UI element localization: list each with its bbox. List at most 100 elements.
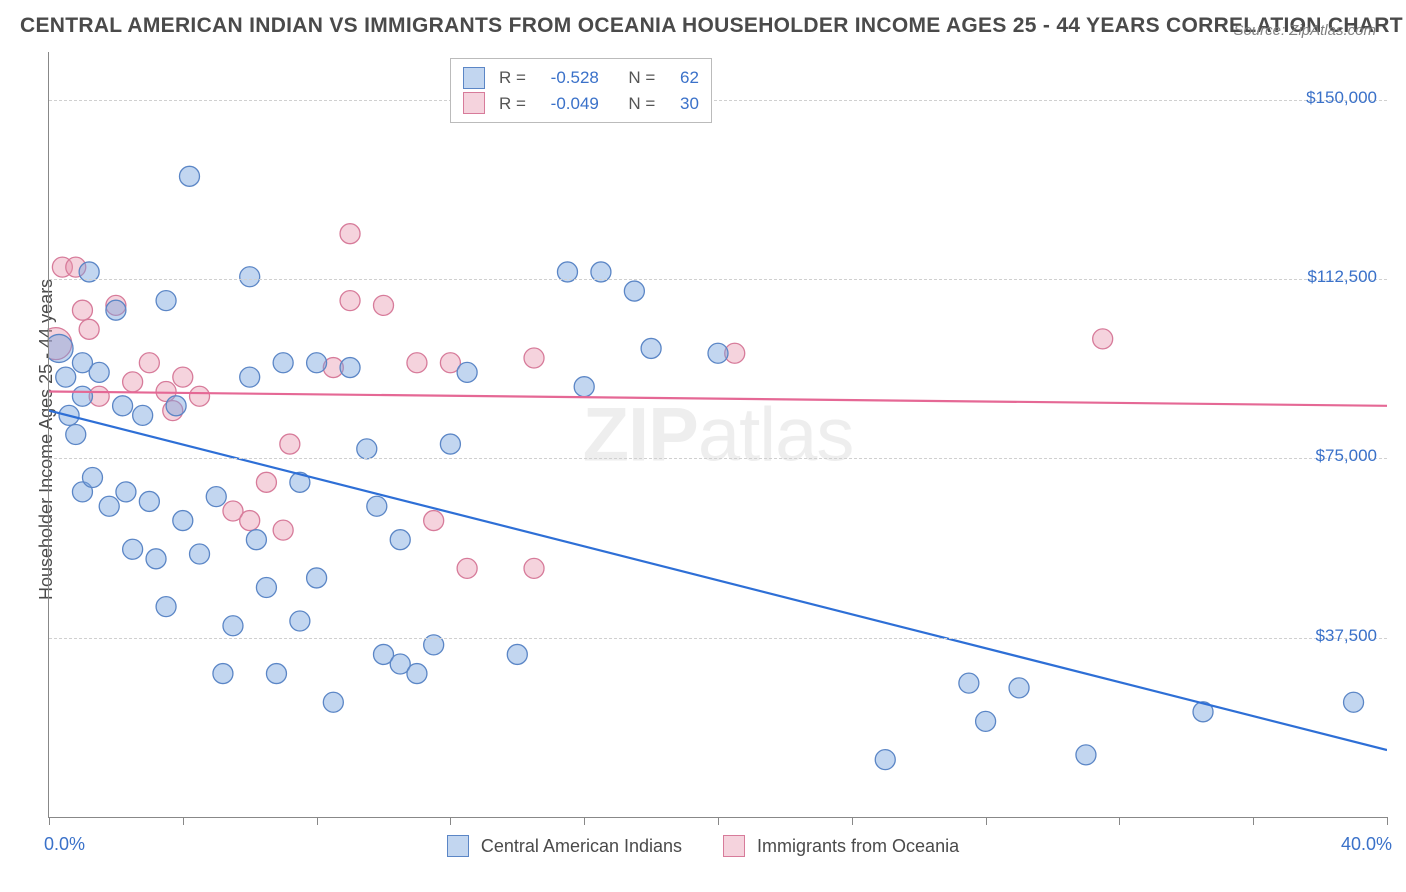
scatter-point-blue	[166, 396, 186, 416]
scatter-point-blue	[507, 644, 527, 664]
x-tick	[1387, 817, 1388, 825]
scatter-point-blue	[1009, 678, 1029, 698]
scatter-point-blue	[1076, 745, 1096, 765]
scatter-point-blue	[156, 597, 176, 617]
y-tick-label: $150,000	[1297, 88, 1377, 108]
scatter-point-pink	[173, 367, 193, 387]
scatter-point-blue	[340, 358, 360, 378]
scatter-point-blue	[56, 367, 76, 387]
scatter-point-blue	[440, 434, 460, 454]
scatter-point-blue	[290, 611, 310, 631]
scatter-point-blue	[407, 664, 427, 684]
scatter-point-blue	[708, 343, 728, 363]
legend-row-blue: R = -0.528 N = 62	[463, 65, 699, 91]
scatter-point-pink	[240, 511, 260, 531]
scatter-point-blue	[367, 496, 387, 516]
regression-line-blue	[49, 411, 1387, 750]
gridline	[49, 279, 1387, 280]
gridline	[49, 100, 1387, 101]
scatter-point-blue	[574, 377, 594, 397]
x-tick	[183, 817, 184, 825]
scatter-point-blue	[307, 353, 327, 373]
scatter-point-pink	[407, 353, 427, 373]
x-tick	[986, 817, 987, 825]
scatter-point-pink	[123, 372, 143, 392]
scatter-point-blue	[959, 673, 979, 693]
scatter-point-blue	[256, 578, 276, 598]
scatter-point-pink	[1093, 329, 1113, 349]
scatter-point-blue	[457, 362, 477, 382]
series-legend: Central American Indians Immigrants from…	[0, 835, 1406, 862]
scatter-point-blue	[89, 362, 109, 382]
gridline	[49, 638, 1387, 639]
source-label: Source: ZipAtlas.com	[1233, 22, 1376, 39]
plot-area: ZIPatlas $37,500$75,000$112,500$150,000	[48, 52, 1387, 818]
scatter-point-blue	[223, 616, 243, 636]
scatter-point-pink	[340, 291, 360, 311]
legend-item-blue: Central American Indians	[447, 835, 682, 857]
scatter-point-blue	[240, 367, 260, 387]
swatch-blue	[463, 67, 485, 89]
legend-item-pink: Immigrants from Oceania	[723, 835, 959, 857]
scatter-point-blue	[106, 300, 126, 320]
x-tick	[317, 817, 318, 825]
scatter-point-pink	[139, 353, 159, 373]
swatch-pink	[463, 92, 485, 114]
scatter-point-blue	[190, 544, 210, 564]
chart-title: CENTRAL AMERICAN INDIAN VS IMMIGRANTS FR…	[20, 14, 1403, 38]
regression-line-pink	[49, 391, 1387, 405]
x-tick	[1119, 817, 1120, 825]
scatter-point-blue	[390, 530, 410, 550]
scatter-point-pink	[280, 434, 300, 454]
scatter-point-blue	[246, 530, 266, 550]
x-tick	[718, 817, 719, 825]
scatter-point-blue	[213, 664, 233, 684]
x-tick	[852, 817, 853, 825]
scatter-point-pink	[340, 224, 360, 244]
legend-row-pink: R = -0.049 N = 30	[463, 91, 699, 117]
scatter-point-pink	[72, 300, 92, 320]
x-tick	[49, 817, 50, 825]
scatter-point-blue	[133, 405, 153, 425]
scatter-point-blue	[139, 491, 159, 511]
scatter-point-blue	[266, 664, 286, 684]
y-tick-label: $75,000	[1297, 446, 1377, 466]
scatter-point-blue	[307, 568, 327, 588]
y-tick-label: $37,500	[1297, 626, 1377, 646]
scatter-point-pink	[256, 472, 276, 492]
gridline	[49, 458, 1387, 459]
scatter-point-pink	[190, 386, 210, 406]
scatter-point-blue	[641, 338, 661, 358]
scatter-point-pink	[524, 348, 544, 368]
scatter-point-blue	[49, 334, 73, 362]
scatter-point-blue	[273, 353, 293, 373]
x-axis-min: 0.0%	[44, 834, 85, 855]
scatter-point-pink	[524, 558, 544, 578]
scatter-point-blue	[116, 482, 136, 502]
swatch-pink-icon	[723, 835, 745, 857]
x-axis-max: 40.0%	[1341, 834, 1392, 855]
scatter-point-blue	[156, 291, 176, 311]
x-tick	[584, 817, 585, 825]
scatter-point-blue	[206, 487, 226, 507]
scatter-point-blue	[173, 511, 193, 531]
scatter-point-blue	[1344, 692, 1364, 712]
correlation-legend: R = -0.528 N = 62 R = -0.049 N = 30	[450, 58, 712, 123]
scatter-point-blue	[323, 692, 343, 712]
x-tick	[450, 817, 451, 825]
scatter-svg	[49, 52, 1387, 817]
scatter-point-blue	[99, 496, 119, 516]
scatter-point-blue	[624, 281, 644, 301]
scatter-point-blue	[875, 750, 895, 770]
scatter-point-pink	[79, 319, 99, 339]
scatter-point-blue	[240, 267, 260, 287]
scatter-point-blue	[72, 386, 92, 406]
scatter-point-blue	[123, 539, 143, 559]
scatter-point-pink	[273, 520, 293, 540]
scatter-point-blue	[66, 425, 86, 445]
x-tick	[1253, 817, 1254, 825]
scatter-point-blue	[179, 166, 199, 186]
scatter-point-pink	[374, 295, 394, 315]
scatter-point-blue	[976, 711, 996, 731]
scatter-point-blue	[113, 396, 133, 416]
